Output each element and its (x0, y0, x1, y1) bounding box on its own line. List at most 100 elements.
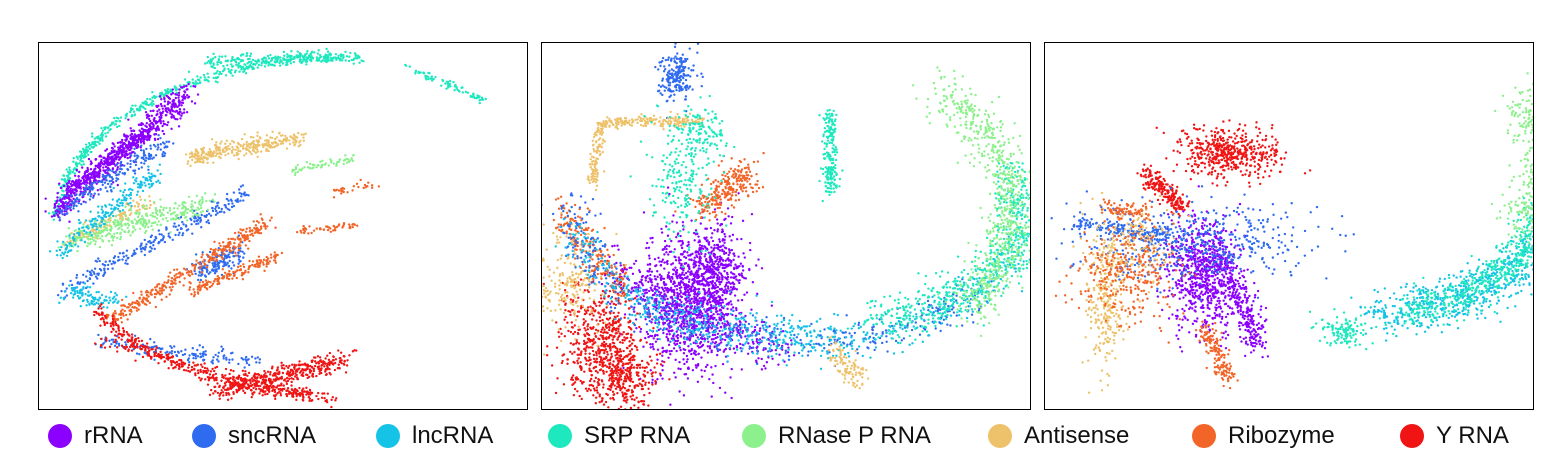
data-point-ribozyme (105, 313, 109, 317)
data-point-y-rna (120, 344, 124, 347)
data-point-ribozyme (200, 255, 203, 259)
data-point-rnase-p-rna (124, 230, 127, 234)
data-point-sncrna (224, 206, 228, 209)
data-point-sncrna (222, 261, 225, 264)
data-point-lncrna (61, 251, 64, 255)
data-point-rnase-p-rna (329, 158, 332, 161)
data-point-srp-rna (214, 76, 218, 79)
data-point-sncrna (191, 352, 194, 355)
data-point-antisense (269, 136, 272, 139)
data-point-srp-rna (93, 137, 96, 140)
data-point-sncrna (242, 199, 245, 202)
data-point-srp-rna (429, 77, 432, 80)
data-point-rrna (145, 121, 149, 125)
data-point-y-rna (208, 376, 211, 380)
data-point-lncrna (95, 291, 98, 294)
data-point-srp-rna (129, 109, 133, 112)
data-point-sncrna (133, 172, 137, 175)
data-point-y-rna (113, 340, 117, 344)
data-point-lncrna (112, 301, 115, 304)
data-point-ribozyme (213, 253, 216, 256)
data-point-rrna (159, 121, 163, 125)
data-point-lncrna (145, 177, 148, 180)
data-point-rrna (181, 112, 184, 115)
data-point-srp-rna (114, 120, 118, 123)
data-point-antisense (214, 154, 218, 157)
data-point-y-rna (99, 324, 102, 327)
data-point-sncrna (106, 182, 110, 186)
data-point-y-rna (298, 386, 301, 390)
data-point-sncrna (197, 274, 201, 277)
data-point-sncrna (215, 270, 218, 273)
data-point-srp-rna (281, 62, 285, 65)
data-point-srp-rna (73, 167, 76, 170)
data-point-srp-rna (334, 56, 337, 59)
data-point-y-rna (228, 393, 231, 396)
data-point-sncrna (65, 206, 68, 210)
data-point-sncrna (108, 169, 112, 172)
data-point-antisense (234, 148, 237, 152)
data-point-rrna (82, 177, 85, 181)
data-point-sncrna (216, 262, 220, 265)
data-point-rnase-p-rna (96, 232, 100, 235)
data-point-y-rna (247, 379, 251, 382)
data-point-rnase-p-rna (185, 208, 188, 211)
data-point-sncrna (93, 267, 97, 270)
data-point-srp-rna (234, 69, 237, 72)
data-point-rrna (121, 163, 124, 167)
data-point-srp-rna (68, 166, 71, 169)
data-point-lncrna (78, 297, 81, 300)
data-point-sncrna (109, 185, 112, 189)
data-point-rrna (77, 178, 81, 181)
data-point-srp-rna (230, 68, 233, 72)
data-point-srp-rna (86, 150, 89, 153)
data-point-lncrna (132, 176, 135, 179)
data-point-sncrna (217, 246, 220, 250)
data-point-rrna (180, 101, 183, 104)
data-point-rrna (149, 122, 153, 125)
data-point-y-rna (237, 374, 241, 377)
data-point-sncrna (108, 179, 112, 183)
data-point-rrna (172, 103, 175, 107)
data-point-y-rna (246, 387, 249, 391)
data-point-ribozyme (135, 309, 139, 312)
data-point-sncrna (114, 170, 118, 173)
data-point-sncrna (170, 346, 173, 350)
data-point-sncrna (198, 270, 201, 274)
data-point-sncrna (104, 186, 107, 189)
data-point-rrna (190, 100, 194, 103)
data-point-ribozyme (167, 275, 170, 278)
data-point-rrna (117, 158, 121, 161)
data-point-rnase-p-rna (183, 210, 187, 213)
data-point-srp-rna (289, 62, 293, 65)
data-point-ribozyme (191, 264, 195, 267)
data-point-antisense (213, 151, 216, 154)
data-point-ribozyme (295, 230, 299, 234)
data-point-antisense (218, 146, 221, 149)
data-point-ribozyme (352, 185, 356, 188)
data-point-antisense (304, 132, 307, 135)
data-point-antisense (229, 142, 232, 146)
data-point-rrna (170, 116, 173, 119)
data-point-rrna (166, 121, 170, 124)
data-point-rrna (122, 133, 126, 136)
data-point-y-rna (288, 364, 291, 368)
data-point-y-rna (99, 344, 103, 347)
data-point-rrna (52, 214, 56, 218)
data-point-y-rna (199, 370, 203, 373)
data-point-rnase-p-rna (332, 162, 335, 165)
data-point-lncrna (140, 183, 144, 187)
data-point-y-rna (326, 354, 329, 357)
data-point-sncrna (214, 209, 218, 213)
data-point-antisense (252, 139, 256, 143)
data-point-sncrna (181, 232, 185, 235)
data-point-sncrna (205, 220, 208, 224)
data-point-antisense (210, 138, 214, 141)
data-point-lncrna (123, 188, 126, 192)
data-point-sncrna (64, 204, 68, 208)
data-point-sncrna (148, 250, 151, 253)
data-point-ribozyme (221, 277, 225, 280)
data-point-antisense (226, 147, 229, 151)
data-point-sncrna (142, 154, 146, 157)
data-point-rrna (106, 160, 110, 164)
